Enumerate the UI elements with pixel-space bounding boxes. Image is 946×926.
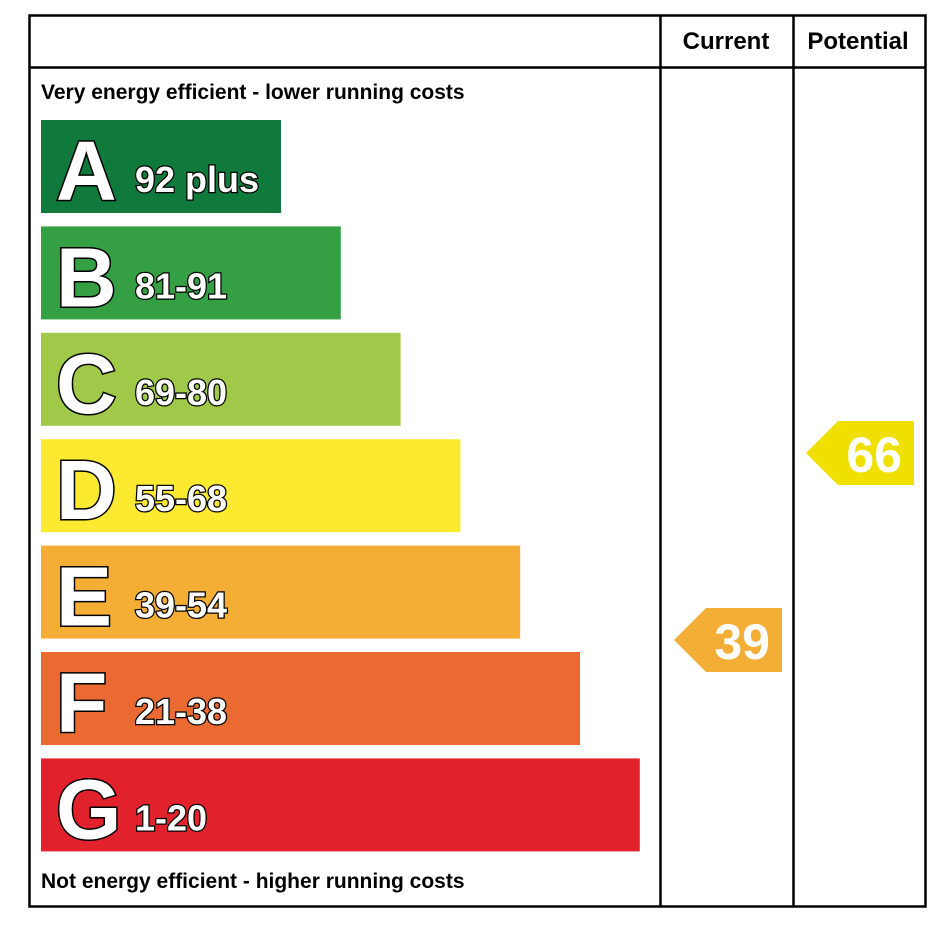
current-rating-value: 39 (714, 614, 770, 670)
band-range-g: 1-20 (135, 797, 207, 838)
band-bar-d (41, 439, 461, 533)
band-bar-e (41, 545, 521, 639)
band-range-c: 69-80 (135, 372, 227, 413)
band-bar-c (41, 332, 401, 426)
band-bar-g (41, 758, 640, 852)
band-letter-d: D (56, 443, 117, 537)
band-range-a: 92 plus (135, 159, 259, 200)
band-letter-c: C (56, 337, 117, 431)
top-note: Very energy efficient - lower running co… (41, 81, 465, 104)
band-bar-b (41, 226, 341, 320)
band-bar-a (41, 120, 281, 213)
band-letter-e: E (56, 550, 112, 644)
band-bar-f (41, 652, 580, 745)
band-letter-g: G (56, 762, 121, 856)
band-range-b: 81-91 (135, 265, 227, 306)
potential-rating-arrow (806, 421, 914, 485)
potential-header: Potential (807, 28, 908, 55)
current-rating-arrow (674, 608, 782, 672)
band-range-e: 39-54 (135, 585, 227, 626)
band-range-f: 21-38 (135, 691, 227, 732)
bottom-note: Not energy efficient - higher running co… (41, 870, 465, 893)
band-range-d: 55-68 (135, 478, 227, 519)
band-letter-f: F (56, 656, 107, 750)
band-letter-b: B (56, 230, 117, 324)
potential-rating-value: 66 (846, 427, 902, 483)
band-letter-a: A (56, 124, 117, 218)
frame (28, 14, 927, 908)
current-header: Current (683, 28, 770, 55)
